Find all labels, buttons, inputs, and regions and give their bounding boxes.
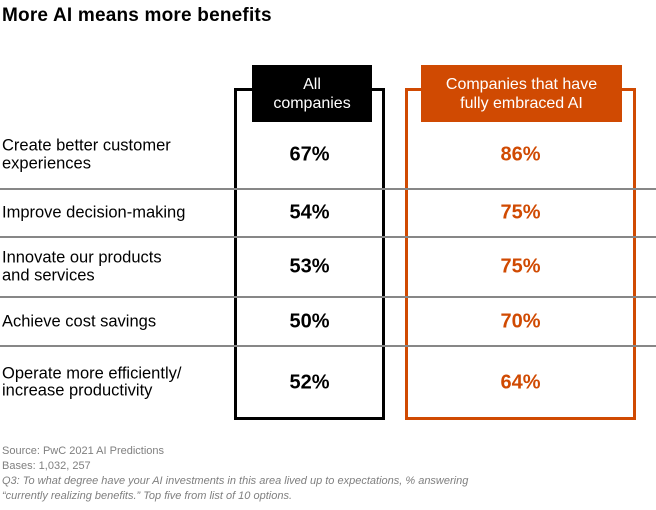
all-companies-value: 67% [289, 143, 330, 166]
row-label: Achieve cost savings [2, 311, 157, 330]
embraced-ai-value: 70% [500, 310, 541, 332]
question-note-line1: Q3: To what degree have your AI investme… [2, 475, 469, 487]
column-header-all-companies: All companies [252, 65, 372, 122]
all-companies-value: 52% [289, 371, 330, 393]
table-row: Innovate our products and services 53% 7… [0, 238, 656, 296]
row-divider [0, 188, 656, 190]
table-row: Create better customer experiences 67% 8… [0, 122, 656, 188]
embraced-ai-value: 86% [500, 143, 541, 166]
all-companies-value: 53% [289, 255, 330, 278]
embraced-ai-value: 64% [500, 371, 541, 393]
row-divider [0, 345, 656, 347]
row-label: Improve decision-making [2, 203, 186, 222]
footer-notes: Source: PwC 2021 AI Predictions Bases: 1… [2, 444, 468, 504]
source-note: Source: PwC 2021 AI Predictions [2, 445, 165, 457]
embraced-ai-value: 75% [500, 255, 541, 278]
row-divider [0, 296, 656, 298]
bases-note: Bases: 1,032, 257 [2, 460, 91, 472]
row-divider [0, 236, 656, 238]
all-companies-value: 54% [289, 201, 330, 224]
row-label: Operate more efficiently/ increase produ… [2, 364, 182, 400]
column-header-embraced-ai: Companies that have fully embraced AI [421, 65, 622, 122]
row-label: Innovate our products and services [2, 248, 162, 284]
all-companies-value: 50% [289, 310, 330, 332]
table-row: Improve decision-making 54% 75% [0, 190, 656, 236]
table-row: Operate more efficiently/ increase produ… [0, 347, 656, 418]
embraced-ai-value: 75% [500, 201, 541, 224]
question-note-line2: “currently realizing benefits.” Top five… [2, 490, 293, 502]
page-title: More AI means more benefits [2, 5, 272, 26]
table-row: Achieve cost savings 50% 70% [0, 298, 656, 345]
row-label: Create better customer experiences [2, 136, 171, 172]
